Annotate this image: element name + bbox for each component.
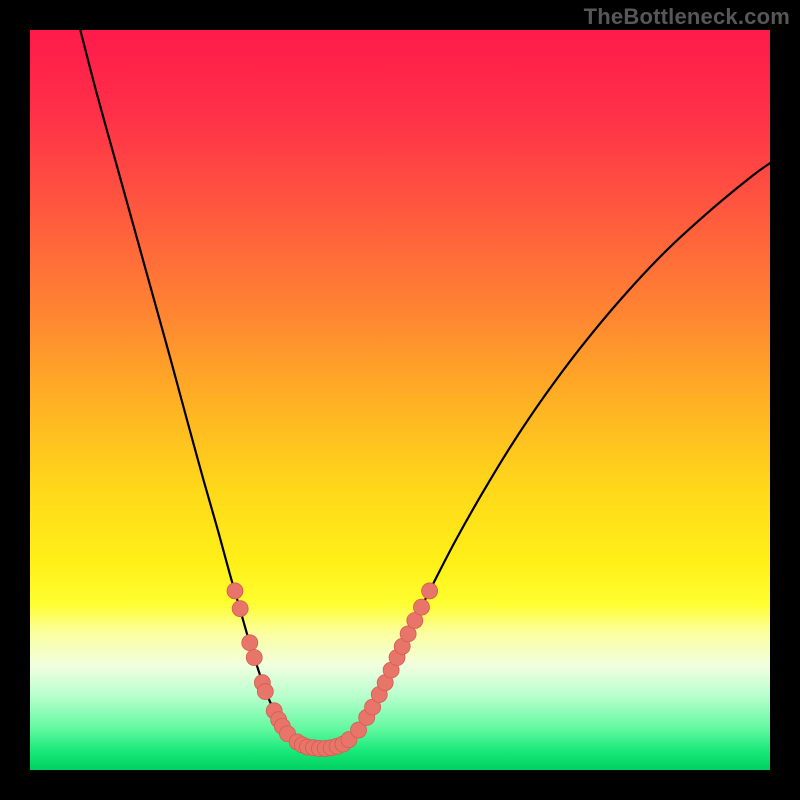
watermark-text: TheBottleneck.com [584, 4, 790, 30]
data-marker [413, 599, 429, 615]
data-marker [242, 635, 258, 651]
data-marker [227, 583, 243, 599]
data-marker [246, 650, 262, 666]
data-marker [422, 583, 438, 599]
data-marker [232, 601, 248, 617]
data-marker [257, 684, 273, 700]
plot-svg [30, 30, 770, 770]
chart-frame: TheBottleneck.com [0, 0, 800, 800]
plot-area [30, 30, 770, 770]
